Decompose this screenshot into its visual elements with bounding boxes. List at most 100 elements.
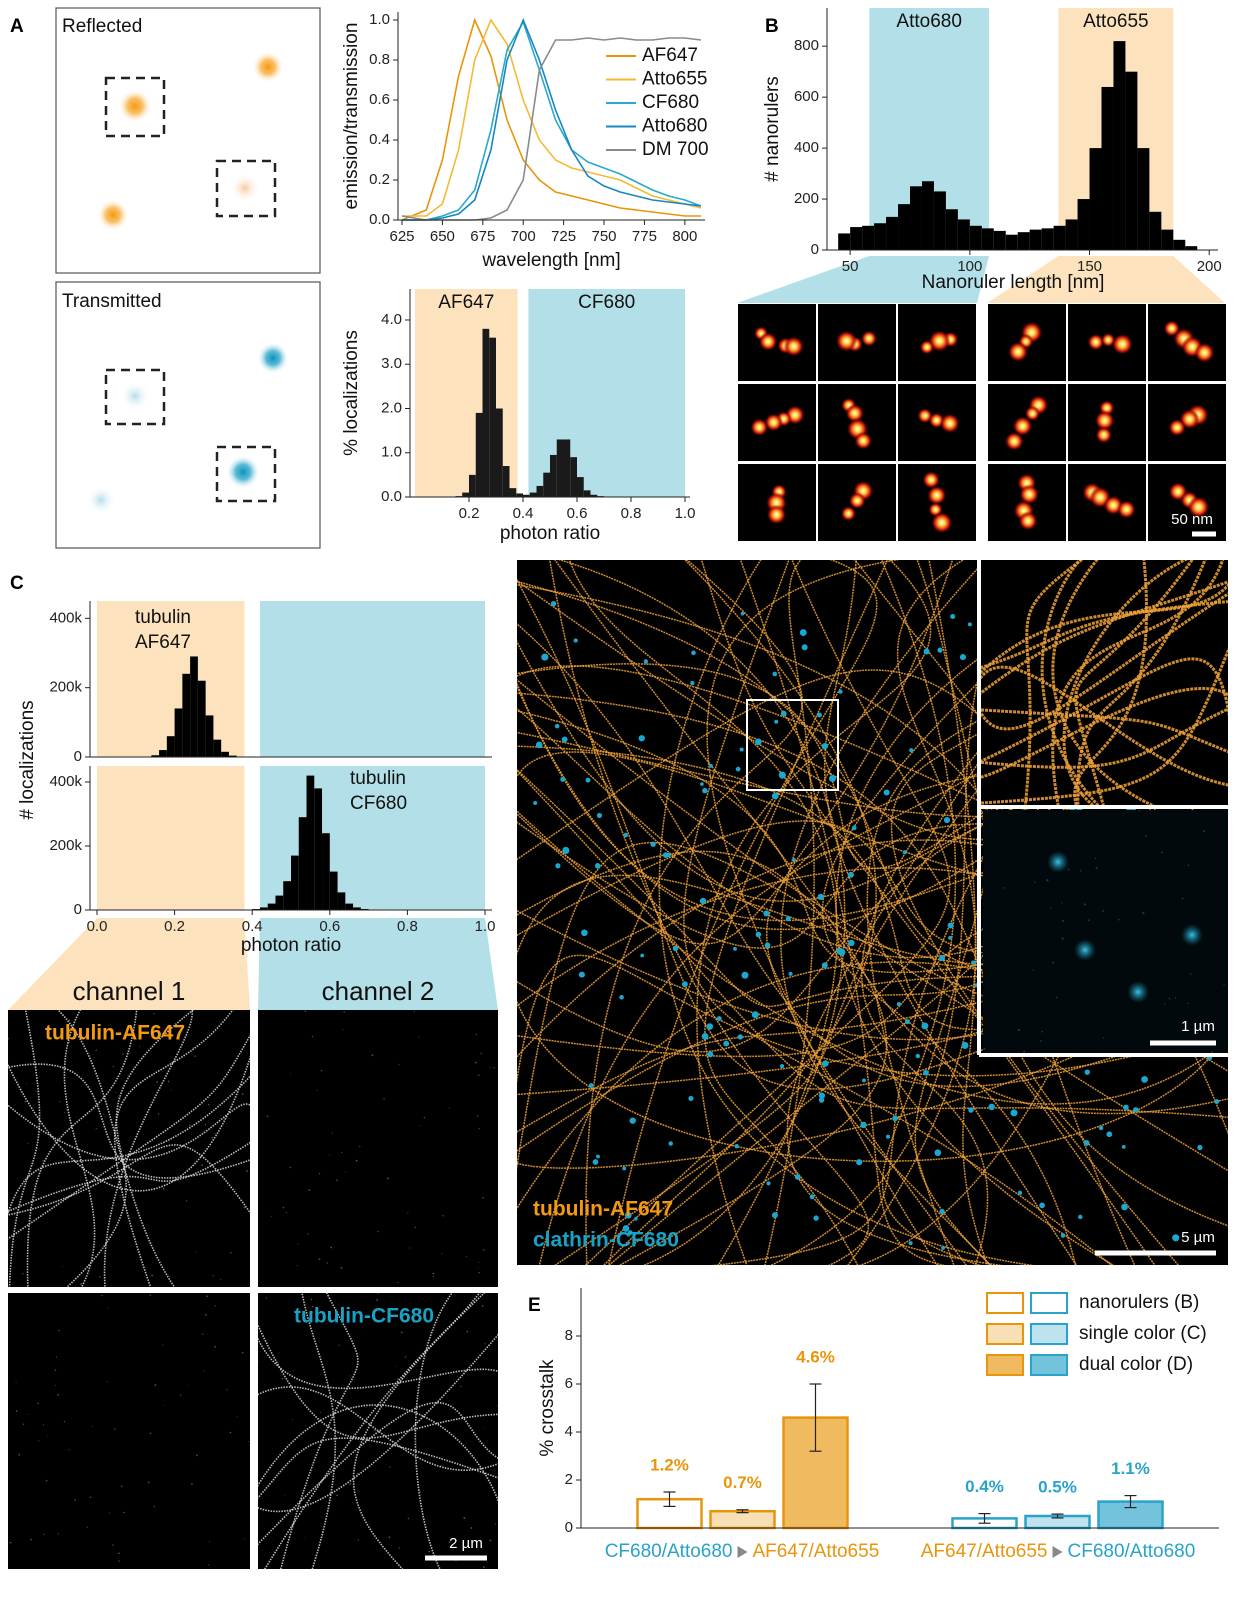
dot bbox=[903, 850, 907, 854]
image bbox=[969, 550, 1238, 815]
blob bbox=[750, 418, 768, 436]
spot bbox=[97, 199, 129, 231]
channel-label: channel 2 bbox=[322, 976, 435, 1006]
dot bbox=[700, 898, 706, 904]
legend-label: AF647 bbox=[642, 45, 698, 66]
dot bbox=[205, 1124, 206, 1125]
image-label: clathrin-CF680 bbox=[533, 1229, 679, 1252]
dot bbox=[702, 1033, 709, 1040]
dot bbox=[1039, 1203, 1045, 1209]
dot bbox=[968, 622, 972, 626]
dot bbox=[1161, 852, 1163, 854]
dot bbox=[366, 1417, 367, 1418]
region bbox=[260, 601, 485, 757]
dot bbox=[329, 1154, 330, 1155]
dot bbox=[429, 1551, 430, 1552]
dot bbox=[463, 1517, 465, 1519]
dot bbox=[682, 981, 688, 987]
dot bbox=[1052, 962, 1054, 964]
dot bbox=[30, 1539, 32, 1541]
dot bbox=[1061, 1233, 1066, 1238]
dot bbox=[243, 1207, 245, 1209]
dot bbox=[112, 1544, 113, 1545]
dot bbox=[298, 1243, 299, 1244]
blob bbox=[1019, 511, 1038, 530]
dot bbox=[475, 1062, 477, 1064]
dot bbox=[1062, 920, 1064, 922]
blob bbox=[1096, 427, 1113, 444]
bar bbox=[175, 708, 183, 757]
bar bbox=[291, 856, 299, 910]
dot bbox=[862, 1078, 866, 1082]
dot bbox=[55, 1385, 56, 1386]
y-tick-label: 0 bbox=[74, 901, 82, 918]
dot bbox=[736, 767, 741, 772]
dot bbox=[42, 1160, 43, 1161]
bar bbox=[958, 219, 970, 250]
dot bbox=[756, 932, 762, 938]
legend-label: CF680 bbox=[642, 92, 699, 113]
dot bbox=[203, 1370, 204, 1371]
dot bbox=[47, 1435, 48, 1436]
dot bbox=[214, 1346, 216, 1348]
dot bbox=[1106, 1131, 1112, 1137]
dot bbox=[58, 1534, 59, 1535]
dot bbox=[155, 1384, 157, 1386]
dot bbox=[397, 1282, 398, 1283]
x-tick-label: 200 bbox=[1197, 258, 1222, 275]
dot bbox=[163, 1405, 164, 1406]
dot bbox=[551, 601, 556, 606]
region-label: Atto655 bbox=[1083, 11, 1149, 32]
dot bbox=[1123, 1105, 1129, 1111]
dot bbox=[34, 1128, 35, 1129]
value-label: 1.1% bbox=[1111, 1459, 1150, 1478]
dot bbox=[90, 1496, 92, 1498]
dot bbox=[897, 1002, 901, 1006]
y-tick-label: 6 bbox=[565, 1375, 573, 1392]
dot bbox=[331, 1420, 332, 1421]
blob bbox=[1112, 334, 1133, 355]
dot bbox=[305, 1425, 306, 1426]
dot bbox=[356, 1160, 358, 1162]
dot bbox=[153, 1013, 154, 1014]
dot bbox=[1056, 997, 1058, 999]
dot bbox=[779, 772, 786, 779]
dot bbox=[415, 1440, 417, 1442]
dot bbox=[586, 778, 591, 783]
bar bbox=[322, 833, 330, 910]
dot bbox=[1214, 1099, 1219, 1104]
dot bbox=[419, 1491, 421, 1493]
scale-bar-label: 1 µm bbox=[1181, 1018, 1215, 1035]
y-axis-label: # localizations bbox=[17, 700, 38, 819]
dot bbox=[562, 847, 569, 854]
legend-label: DM 700 bbox=[642, 139, 709, 160]
dot bbox=[1102, 910, 1104, 912]
dot bbox=[93, 1157, 94, 1158]
dot bbox=[186, 1200, 187, 1201]
dot bbox=[1096, 867, 1098, 869]
annotation: AF647 bbox=[135, 632, 191, 653]
blob bbox=[759, 332, 778, 351]
x-tick-label: 675 bbox=[470, 228, 495, 245]
channel-label: channel 1 bbox=[73, 976, 186, 1006]
dot bbox=[215, 1305, 216, 1306]
dot bbox=[283, 1207, 285, 1209]
x-tick-label: 0.6 bbox=[567, 505, 588, 522]
image-background bbox=[8, 1293, 250, 1569]
legend-swatch bbox=[987, 1324, 1023, 1344]
y-tick-label: 0.4 bbox=[369, 131, 390, 148]
dot bbox=[124, 1099, 125, 1100]
dot bbox=[213, 1275, 214, 1276]
dot bbox=[420, 1125, 421, 1126]
dot bbox=[418, 1037, 419, 1038]
dot bbox=[28, 1143, 29, 1144]
bar bbox=[338, 892, 346, 910]
dot bbox=[886, 1135, 890, 1139]
dot bbox=[332, 1133, 333, 1134]
dot bbox=[178, 1177, 179, 1178]
arrow-icon bbox=[738, 1546, 748, 1558]
x-tick-label: 800 bbox=[672, 228, 697, 245]
blob bbox=[784, 336, 804, 356]
dot bbox=[960, 654, 966, 660]
dot bbox=[158, 1113, 159, 1114]
